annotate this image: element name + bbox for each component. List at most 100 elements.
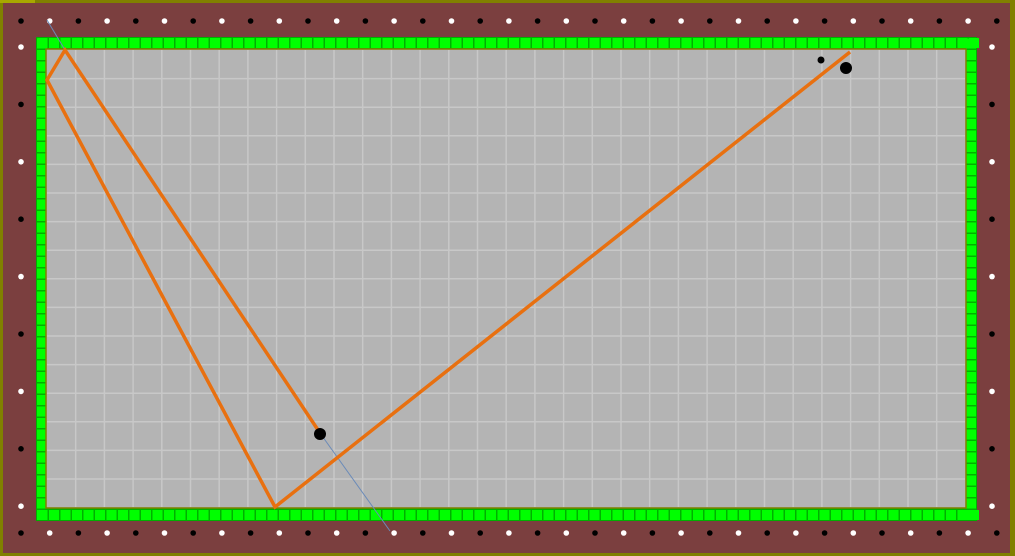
cushion-segment	[966, 349, 976, 359]
cushion-segment	[394, 38, 404, 48]
cushion-segment	[966, 142, 976, 152]
cushion-segment	[141, 510, 151, 520]
rail-diamond	[989, 216, 995, 222]
cushion-segment	[37, 406, 47, 417]
rail-diamond	[563, 18, 570, 24]
cushion-segment	[966, 176, 976, 187]
cushion-segment	[37, 383, 47, 394]
rail-diamond	[133, 530, 139, 536]
rail-diamond	[678, 530, 684, 536]
rail-diamond	[592, 18, 598, 24]
rail-diamond	[936, 530, 943, 536]
cushion-segment	[451, 510, 462, 520]
rail-diamond	[333, 18, 340, 24]
cushion-segment	[290, 510, 301, 520]
cushion-segment	[543, 38, 554, 48]
cushion-segment	[842, 510, 853, 520]
cushion-segment	[739, 38, 749, 48]
cushion-segment	[966, 326, 976, 336]
cushion-segment	[152, 510, 163, 520]
target-ball[interactable]	[840, 62, 852, 74]
cushion-segment	[842, 38, 853, 48]
cushion-segment	[808, 510, 818, 520]
cushion-segment	[279, 510, 289, 520]
rail-diamond	[965, 530, 971, 536]
cushion-segment	[693, 510, 703, 520]
cushion-segment	[37, 176, 47, 187]
cushion-segment	[831, 38, 841, 48]
cushion-segment	[624, 510, 634, 520]
rail-diamond	[362, 18, 369, 24]
rail-diamond	[764, 18, 770, 24]
cushion-segment	[37, 303, 47, 313]
rail-diamond	[18, 388, 24, 395]
cushion-segment	[670, 38, 680, 48]
cushion-segment	[647, 510, 657, 520]
cushion-segment	[37, 234, 47, 244]
small-ball[interactable]	[817, 56, 825, 64]
cushion-segment	[325, 510, 335, 520]
rail-diamond	[276, 530, 283, 536]
rail-diamond	[219, 18, 225, 24]
cushion-segment	[966, 280, 976, 290]
cushion-segment	[37, 165, 47, 175]
cushion-segment	[966, 418, 976, 428]
cushion-segment	[966, 165, 976, 175]
cushion-segment	[279, 38, 289, 48]
rail-diamond	[850, 530, 857, 536]
rail-diamond	[75, 18, 82, 24]
rail-diamond	[821, 530, 828, 536]
cushion-segment	[417, 510, 427, 520]
cushion-segment	[966, 61, 976, 72]
cushion-segment	[486, 510, 496, 520]
cushion-segment	[762, 510, 772, 520]
cushion-segment	[911, 38, 922, 48]
cushion-segment	[118, 38, 128, 48]
cushion-segment	[106, 38, 117, 48]
cushion-segment	[966, 73, 976, 83]
rail-diamond	[18, 331, 24, 337]
cushion-segment	[966, 360, 976, 371]
cushion-segment	[256, 510, 266, 520]
cushion-segment	[336, 510, 347, 520]
cushion-segment	[966, 234, 976, 244]
cushion-segment	[83, 38, 94, 48]
cushion-segment	[37, 107, 47, 118]
cushion-segment	[957, 510, 968, 520]
rail-diamond	[793, 530, 799, 536]
cushion-segment	[256, 38, 266, 48]
rail-diamond	[989, 331, 995, 337]
cushion-segment	[37, 153, 47, 164]
rail-diamond	[247, 530, 254, 536]
cushion-segment	[966, 222, 976, 233]
rail-diamond	[989, 446, 995, 452]
cushion-segment	[37, 349, 47, 359]
cushion-segment	[966, 107, 976, 118]
cushion-segment	[37, 61, 47, 72]
cushion-segment	[509, 510, 519, 520]
cushion-segment	[566, 510, 577, 520]
rail-diamond	[18, 273, 24, 280]
cushion-segment	[589, 510, 600, 520]
rail-diamond	[965, 18, 971, 24]
rail-diamond	[104, 18, 110, 24]
rail-diamond	[391, 18, 397, 24]
rail-diamond	[735, 530, 742, 536]
cushion-segment	[900, 38, 910, 48]
cushion-segment	[37, 337, 47, 348]
cushion-segment	[37, 130, 47, 141]
cue-ball[interactable]	[314, 428, 326, 440]
aim-line	[319, 432, 391, 532]
cushion-segment	[118, 510, 128, 520]
cushion-segment	[141, 38, 151, 48]
cushion-segment	[37, 73, 47, 83]
rail-diamond	[161, 18, 168, 24]
rail-diamond	[104, 530, 110, 536]
rail-diamond	[362, 530, 369, 536]
cushion-segment	[966, 245, 976, 256]
rail-diamond	[247, 18, 254, 24]
cushion-segment	[865, 38, 876, 48]
rail-diamond	[18, 18, 24, 24]
cushion-segment	[658, 38, 669, 48]
